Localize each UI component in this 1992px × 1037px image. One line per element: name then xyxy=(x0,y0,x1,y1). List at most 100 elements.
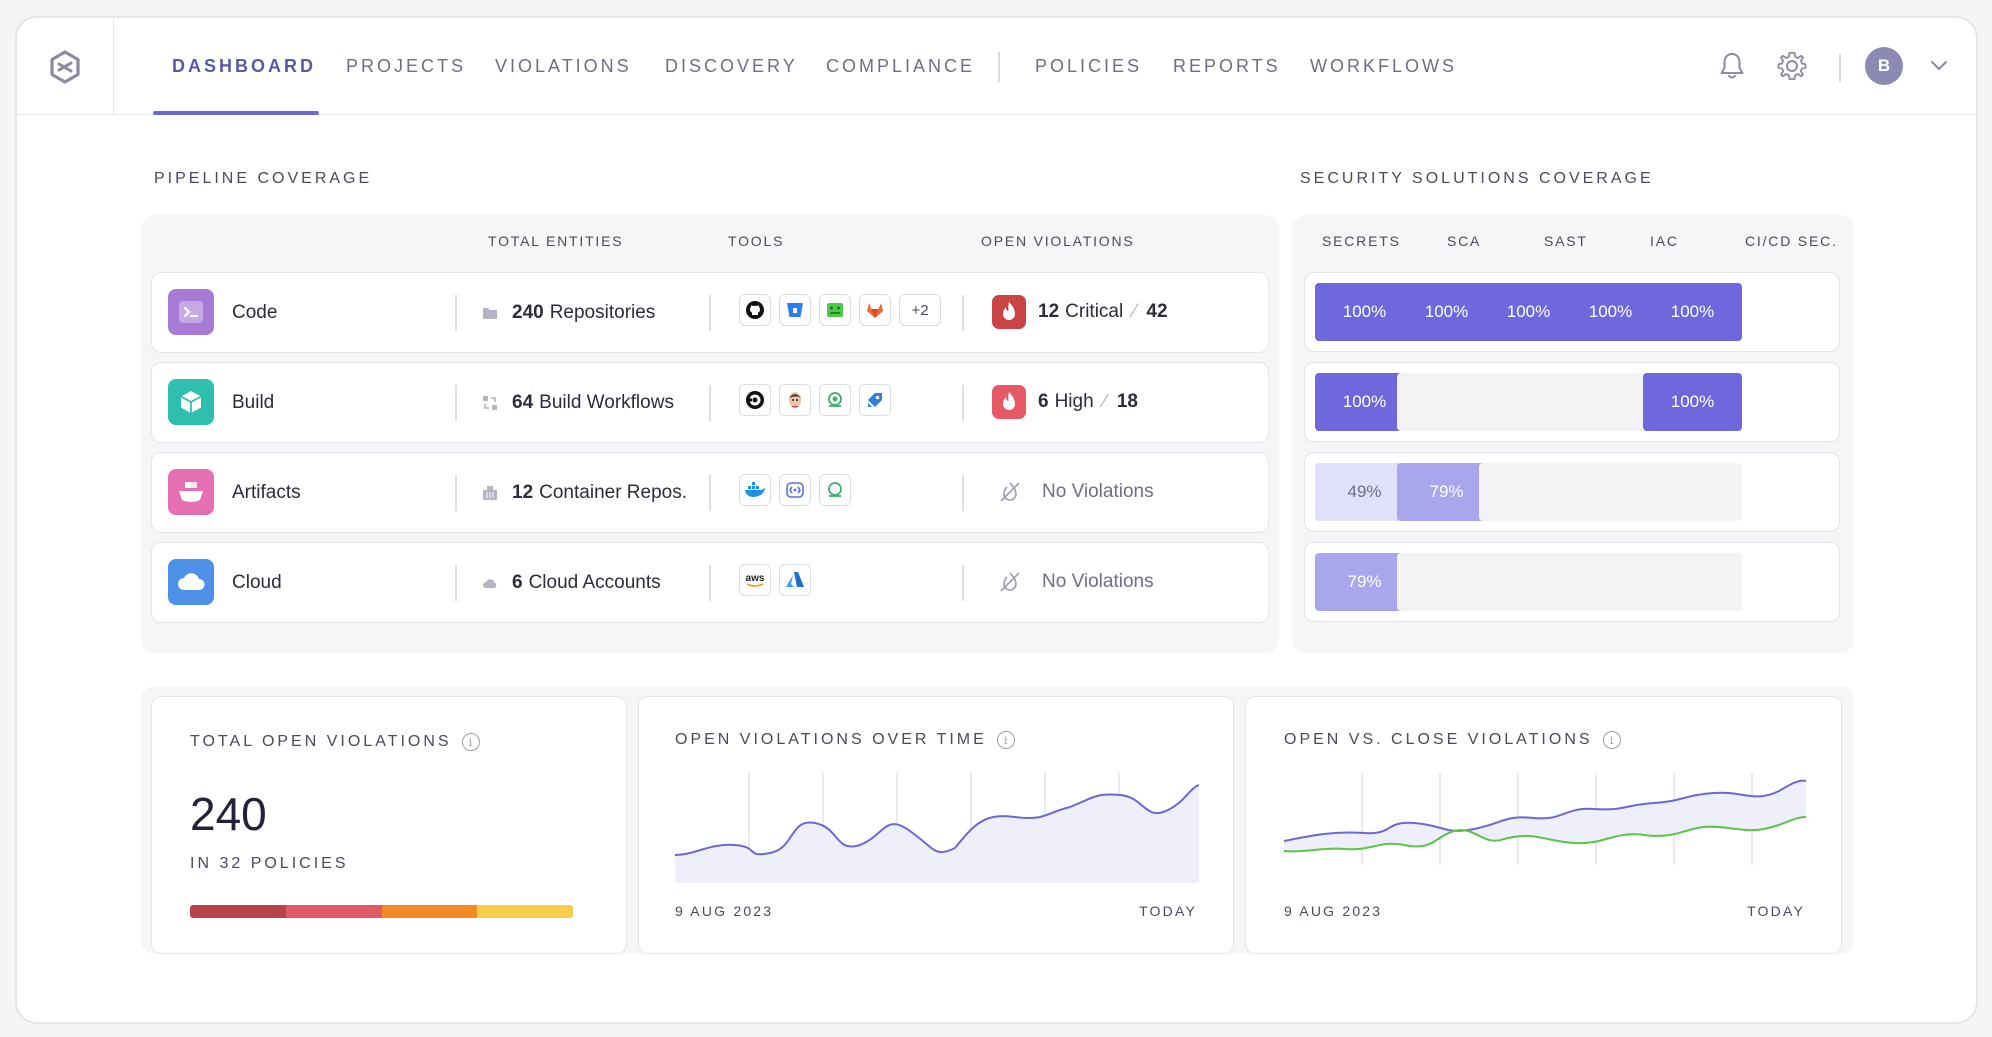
info-icon[interactable]: i xyxy=(461,733,480,751)
nav-violations[interactable]: VIOLATIONS xyxy=(495,56,632,76)
col-open-violations: OPEN VIOLATIONS xyxy=(981,233,1135,249)
violation-total: 42 xyxy=(1146,301,1168,322)
info-icon[interactable]: i xyxy=(1602,731,1621,749)
nav-divider-right xyxy=(1839,54,1841,82)
nav-reports[interactable]: REPORTS xyxy=(1173,56,1281,76)
row-label: Code xyxy=(232,302,278,323)
over-time-chart xyxy=(675,773,1199,883)
jenkins-icon[interactable] xyxy=(779,384,811,416)
security-coverage-panel: SECRETS SCA SAST IAC CI/CD SEC. 100% 100%… xyxy=(1292,215,1854,653)
top-nav: DASHBOARD PROJECTS VIOLATIONS DISCOVERY … xyxy=(17,18,1976,115)
docker-icon[interactable] xyxy=(739,474,771,506)
no-violations-label: No Violations xyxy=(1042,481,1154,502)
gear-icon xyxy=(1777,52,1807,80)
no-violations: No Violations xyxy=(992,570,1154,594)
total-violations-subtitle: IN 32 POLICIES xyxy=(190,855,349,872)
severity-segment xyxy=(190,905,286,918)
entity-label: Cloud Accounts xyxy=(528,572,661,593)
fire-icon xyxy=(992,295,1026,329)
no-violations: No Violations xyxy=(992,480,1154,504)
azure-pipelines-icon[interactable] xyxy=(859,384,891,416)
info-icon[interactable]: i xyxy=(996,731,1015,749)
folder-icon xyxy=(483,308,497,319)
nav-projects[interactable]: PROJECTS xyxy=(346,56,467,76)
logo[interactable] xyxy=(17,18,114,115)
chevron-down-icon xyxy=(1931,61,1947,70)
nexus-icon[interactable] xyxy=(819,474,851,506)
col-total-entities: TOTAL ENTITIES xyxy=(488,233,624,249)
nav-discovery[interactable]: DISCOVERY xyxy=(665,56,798,76)
coverage-row-build: 100% 100% xyxy=(1304,362,1840,442)
azure-icon[interactable] xyxy=(779,564,811,596)
pipeline-coverage-panel: TOTAL ENTITIES TOOLS OPEN VIOLATIONS Cod… xyxy=(141,215,1279,653)
app-frame: DASHBOARD PROJECTS VIOLATIONS DISCOVERY … xyxy=(15,16,1978,1024)
nav-policies[interactable]: POLICIES xyxy=(1035,56,1143,76)
coverage-cell-cloud-cicd xyxy=(1643,553,1742,611)
severity-label: Critical xyxy=(1065,301,1124,322)
circleci-icon[interactable] xyxy=(739,384,771,416)
severity-bar xyxy=(190,905,573,918)
more-tools-button[interactable]: +2 xyxy=(899,294,941,326)
row-divider xyxy=(962,475,964,511)
card-title: OPEN VIOLATIONS OVER TIME xyxy=(675,731,987,748)
github-icon[interactable] xyxy=(739,294,771,326)
area-fill xyxy=(675,785,1199,883)
aws-icon[interactable]: aws xyxy=(739,564,771,596)
row-divider xyxy=(455,475,457,511)
col-cicd: CI/CD SEC. xyxy=(1745,233,1838,249)
col-sca: SCA xyxy=(1447,233,1482,249)
settings-button[interactable] xyxy=(1774,48,1810,84)
card-title: OPEN VS. CLOSE VIOLATIONS xyxy=(1284,731,1593,748)
coverage-cell-build-cicd[interactable]: 100% xyxy=(1643,373,1742,431)
row-divider xyxy=(962,385,964,421)
row-label: Build xyxy=(232,392,275,413)
open-close-chart xyxy=(1284,773,1806,865)
avatar[interactable]: B xyxy=(1865,47,1903,85)
registry-icon[interactable] xyxy=(779,474,811,506)
security-coverage-title: SECURITY SOLUTIONS COVERAGE xyxy=(1300,170,1654,187)
over-time-title: OPEN VIOLATIONS OVER TIME i xyxy=(675,731,1015,749)
no-violations-icon xyxy=(1000,572,1020,592)
nav-workflows[interactable]: WORKFLOWS xyxy=(1310,56,1457,76)
severity-segment xyxy=(285,905,382,918)
violation-summary[interactable]: 12 Critical ⁄ 42 xyxy=(992,295,1174,329)
violation-total: 18 xyxy=(1116,391,1138,412)
entity-summary: 240 Repositories xyxy=(482,302,655,324)
account-menu-button[interactable] xyxy=(1927,48,1951,84)
x-axis-end: TODAY xyxy=(1139,903,1197,919)
cargo-ship-icon xyxy=(168,469,214,515)
row-divider xyxy=(709,475,711,511)
bell-icon xyxy=(1720,53,1744,79)
total-violations-title: TOTAL OPEN VIOLATIONS i xyxy=(190,733,480,751)
row-divider xyxy=(709,385,711,421)
entity-label: Build Workflows xyxy=(539,392,674,413)
pipeline-row-cloud[interactable]: Cloud 6 Cloud Accounts aws No Violations xyxy=(151,542,1269,623)
notifications-button[interactable] xyxy=(1714,48,1750,84)
gitlab-icon[interactable] xyxy=(859,294,891,326)
terminal-icon xyxy=(168,289,214,335)
pipeline-row-code[interactable]: Code 240 Repositories +2 12 Cr xyxy=(151,272,1269,353)
x-axis-end: TODAY xyxy=(1747,903,1805,919)
grid-tool-icon[interactable] xyxy=(819,294,851,326)
octopus-icon[interactable] xyxy=(819,384,851,416)
entity-count: 240 xyxy=(512,302,544,323)
nav-dashboard[interactable]: DASHBOARD xyxy=(172,56,316,76)
col-secrets: SECRETS xyxy=(1322,233,1401,249)
row-label: Artifacts xyxy=(232,482,301,503)
bitbucket-icon[interactable] xyxy=(779,294,811,326)
coverage-row-artifacts: 49% 79% xyxy=(1304,452,1840,532)
severity-label: High xyxy=(1054,391,1094,412)
entity-summary: 6 Cloud Accounts xyxy=(482,572,661,594)
x-axis-start: 9 AUG 2023 xyxy=(675,903,774,919)
pipeline-row-artifacts[interactable]: Artifacts 12 Container Repos. No Violati… xyxy=(151,452,1269,533)
coverage-cell-code-cicd[interactable]: 100% xyxy=(1643,283,1742,341)
violation-summary[interactable]: 6 High ⁄ 18 xyxy=(992,385,1144,419)
card-title: TOTAL OPEN VIOLATIONS xyxy=(190,733,452,750)
pipeline-row-build[interactable]: Build 64 Build Workflows 6 High xyxy=(151,362,1269,443)
cloud-icon xyxy=(168,559,214,605)
total-open-violations-card: TOTAL OPEN VIOLATIONS i 240 IN 32 POLICI… xyxy=(151,696,627,954)
series-line xyxy=(675,784,1199,856)
entity-summary: 12 Container Repos. xyxy=(482,482,687,504)
entity-label: Repositories xyxy=(549,302,656,323)
nav-compliance[interactable]: COMPLIANCE xyxy=(826,56,976,76)
